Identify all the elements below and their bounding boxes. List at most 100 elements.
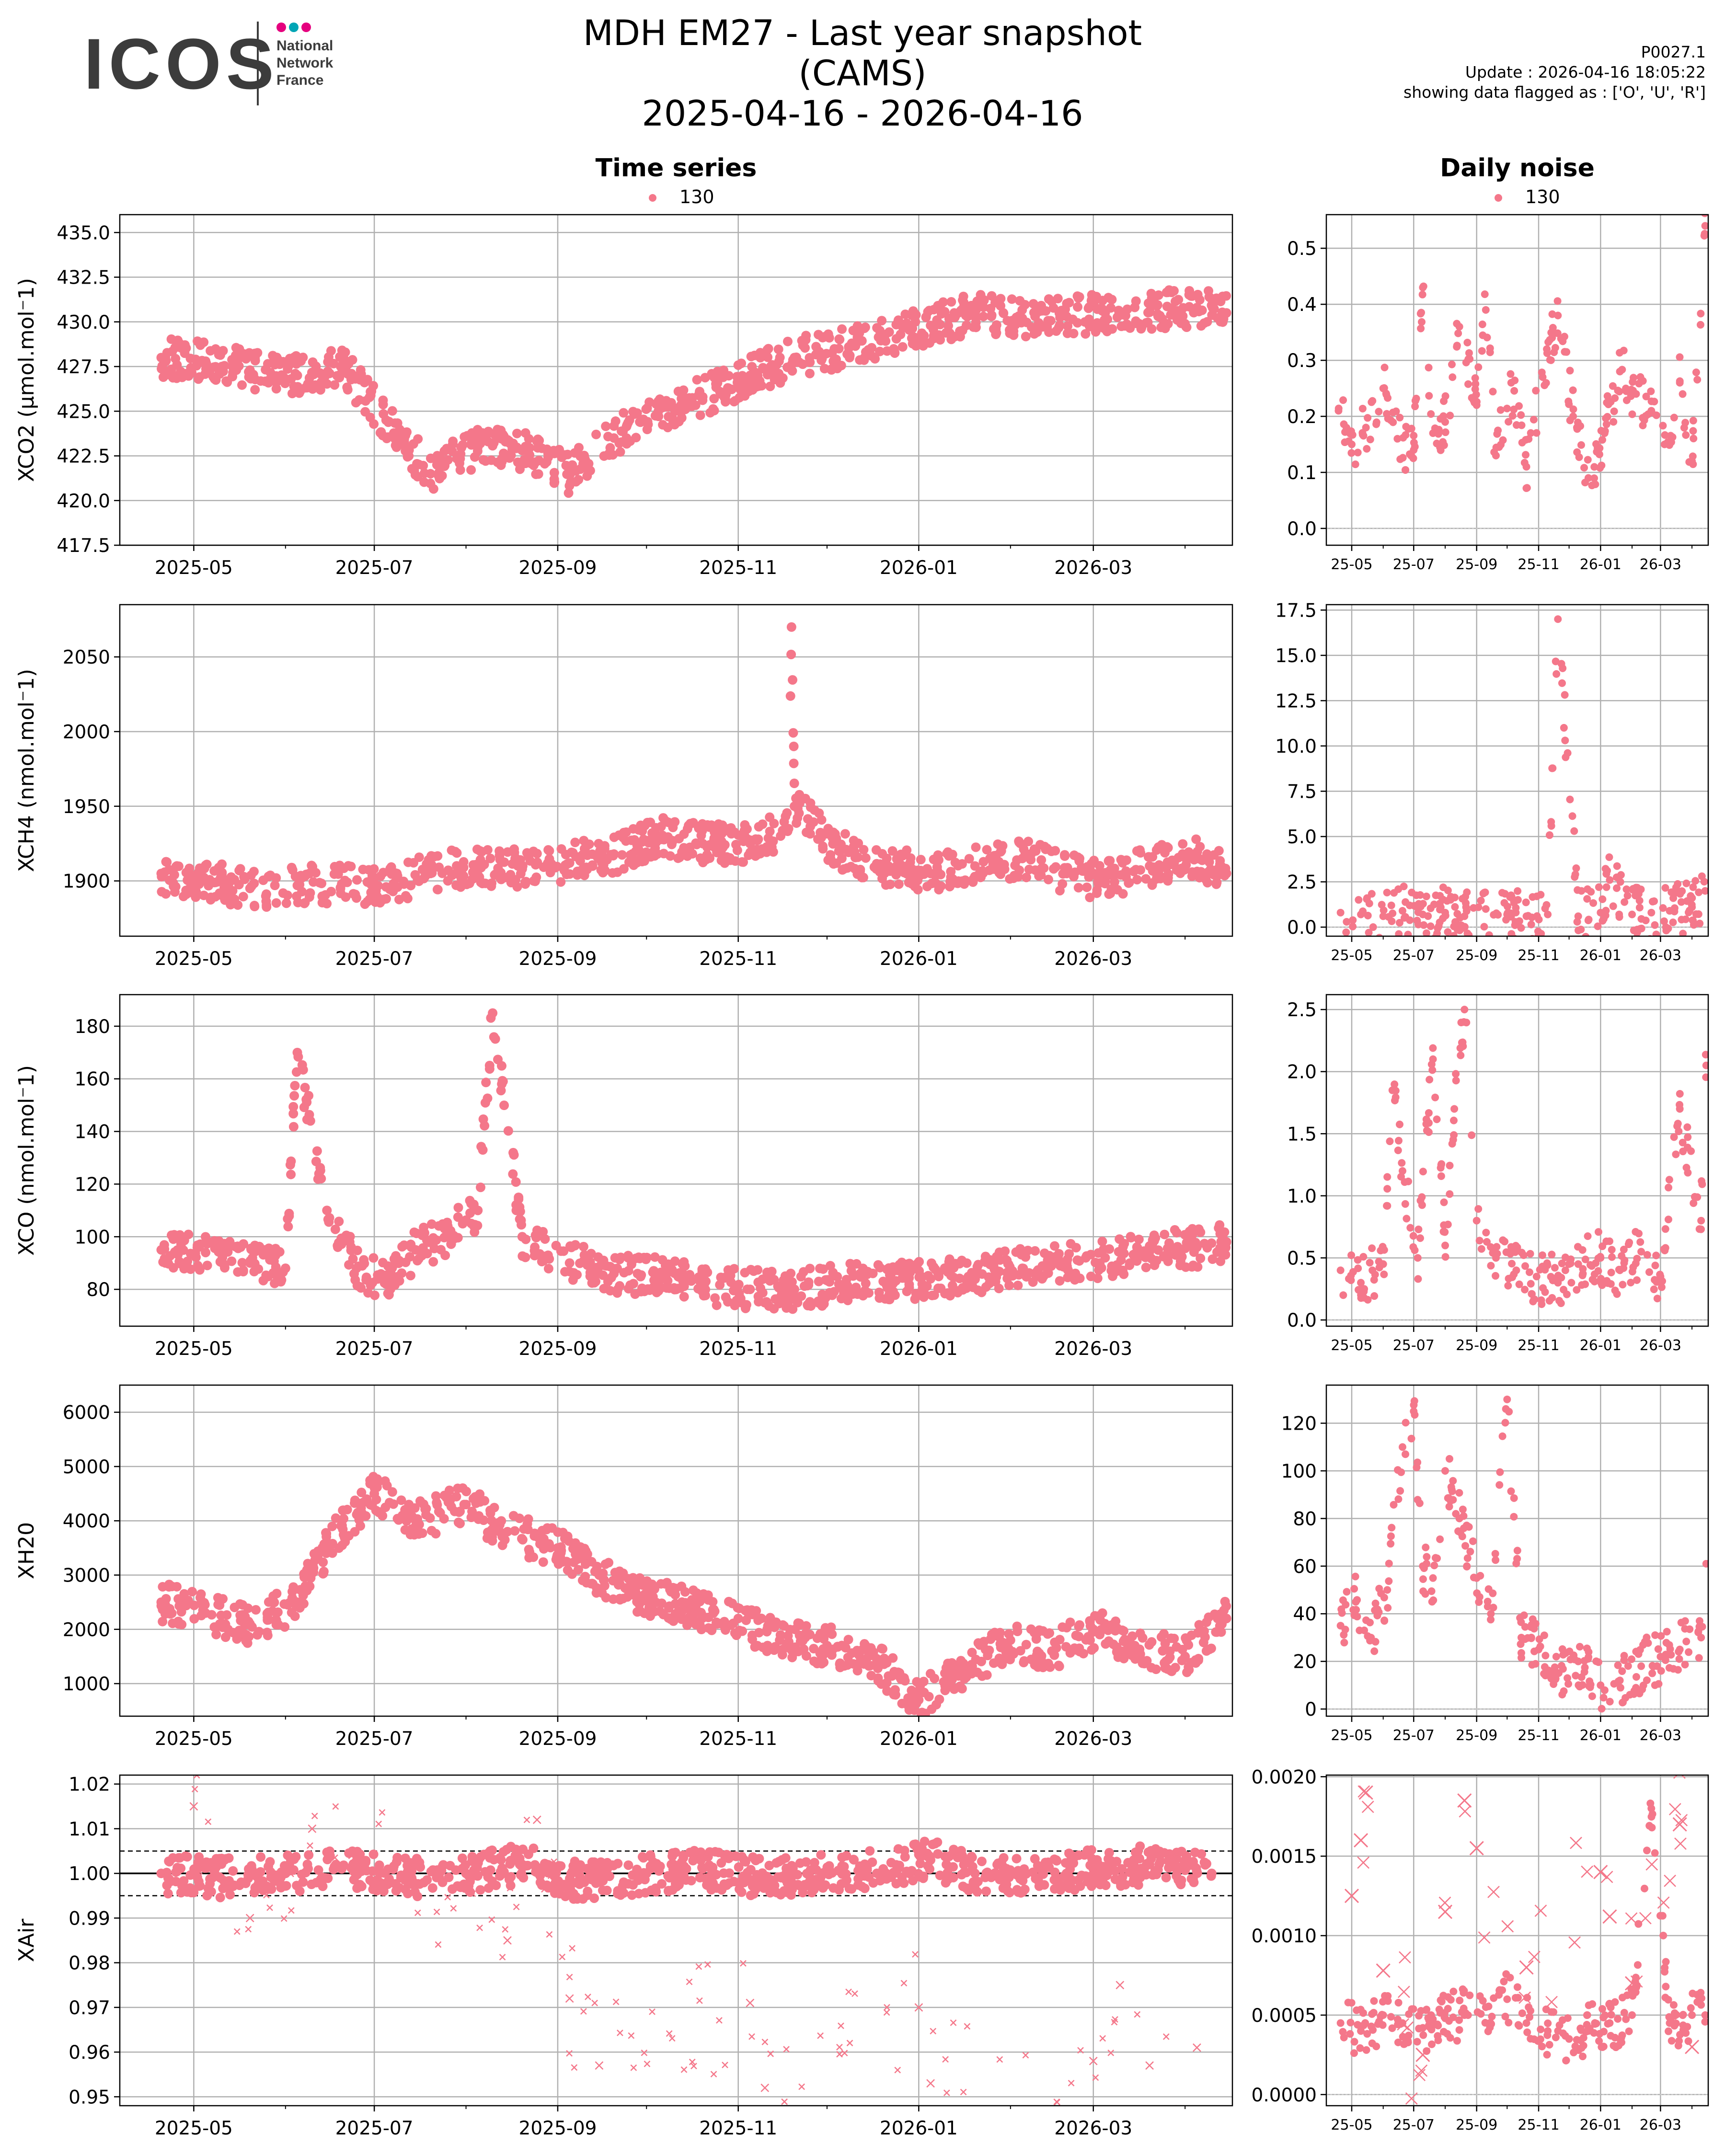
data-point (1441, 1228, 1449, 1236)
y-tick-label: 417.5 (57, 535, 110, 557)
data-point (925, 1669, 935, 1679)
data-point (1677, 898, 1685, 906)
data-point (508, 1511, 518, 1521)
data-point (579, 450, 589, 460)
data-point (192, 1242, 202, 1252)
data-point (1687, 1147, 1695, 1155)
data-point (1609, 902, 1617, 910)
data-point (318, 1569, 328, 1579)
data-point (900, 310, 910, 320)
data-point (269, 1597, 279, 1607)
data-point (945, 1671, 955, 1681)
data-point (244, 1632, 254, 1642)
data-point (779, 1279, 789, 1289)
data-point (1413, 903, 1421, 911)
data-point (336, 1521, 346, 1531)
data-point (301, 869, 311, 879)
data-point (660, 1261, 670, 1271)
data-point (178, 1245, 188, 1255)
data-point (1512, 421, 1520, 429)
data-point (483, 1093, 493, 1103)
data-point (521, 1234, 531, 1244)
data-point (1683, 897, 1691, 905)
data-point (1069, 329, 1079, 339)
data-point (673, 1272, 683, 1282)
data-point (617, 850, 627, 860)
data-point (556, 877, 566, 887)
data-point (1530, 415, 1538, 424)
data-point (1477, 896, 1485, 905)
data-point (773, 344, 783, 355)
data-point (628, 1279, 638, 1289)
data-point (789, 758, 799, 768)
data-point (187, 1587, 197, 1597)
data-point (1370, 1292, 1379, 1300)
data-point (333, 1242, 343, 1252)
data-point (1462, 907, 1471, 915)
data-point (1339, 1291, 1347, 1299)
data-point (392, 1514, 402, 1524)
data-point (514, 1193, 524, 1203)
data-point (1429, 1044, 1437, 1052)
data-point (662, 402, 672, 412)
data-point (213, 1593, 223, 1603)
data-point (1023, 1245, 1033, 1255)
data-point (499, 857, 509, 867)
data-point (720, 393, 730, 403)
data-point (1414, 1225, 1423, 1233)
data-point (1380, 1270, 1388, 1278)
data-point (1595, 883, 1603, 891)
data-point (1391, 1080, 1399, 1089)
data-point (1131, 316, 1141, 326)
data-point (432, 451, 442, 461)
data-point (687, 849, 697, 859)
y-tick-label: 2000 (63, 1619, 110, 1641)
data-point (1692, 910, 1700, 918)
data-point (1383, 888, 1391, 896)
data-point (1345, 1274, 1353, 1283)
data-point (1403, 1215, 1411, 1223)
data-point (1037, 863, 1047, 873)
data-point (460, 432, 470, 442)
data-point (1661, 1246, 1669, 1254)
data-point (1437, 1172, 1445, 1180)
data-point (964, 854, 974, 864)
y-tick-label: 15.0 (1275, 645, 1317, 667)
data-point (1192, 847, 1202, 857)
data-point (946, 297, 956, 307)
data-point (1406, 901, 1414, 909)
data-point (373, 1270, 383, 1280)
data-point (680, 1587, 690, 1597)
data-point (1667, 438, 1675, 446)
data-point (1114, 305, 1124, 315)
data-point (1697, 1216, 1705, 1225)
data-point (500, 872, 510, 883)
data-point (1561, 1266, 1569, 1274)
data-point (626, 835, 636, 845)
data-point (843, 1635, 853, 1645)
data-point (1546, 356, 1554, 364)
data-point (468, 433, 478, 443)
data-point (995, 1657, 1005, 1667)
data-point (844, 343, 854, 353)
data-point (1071, 1630, 1081, 1640)
data-point (1426, 904, 1435, 912)
data-point (639, 835, 649, 845)
data-point (883, 1281, 893, 1291)
data-point (508, 1169, 518, 1179)
data-point (732, 845, 742, 855)
data-point (1580, 464, 1588, 472)
data-point (1612, 873, 1621, 882)
data-point (1650, 1285, 1658, 1294)
data-point (1060, 304, 1070, 314)
data-point (892, 854, 902, 864)
time-series-panel: 2025-05 2025-07 2025-09 2025-11 2026-01 2026-… (14, 1384, 1233, 1750)
data-point (1134, 1234, 1144, 1244)
data-point (1547, 1273, 1555, 1281)
x-tick-label: 2025-05 (155, 557, 233, 579)
data-point (1635, 904, 1644, 912)
data-point (391, 442, 402, 452)
data-point (728, 1285, 738, 1296)
data-point (1081, 329, 1091, 339)
data-point (1627, 1278, 1635, 1286)
